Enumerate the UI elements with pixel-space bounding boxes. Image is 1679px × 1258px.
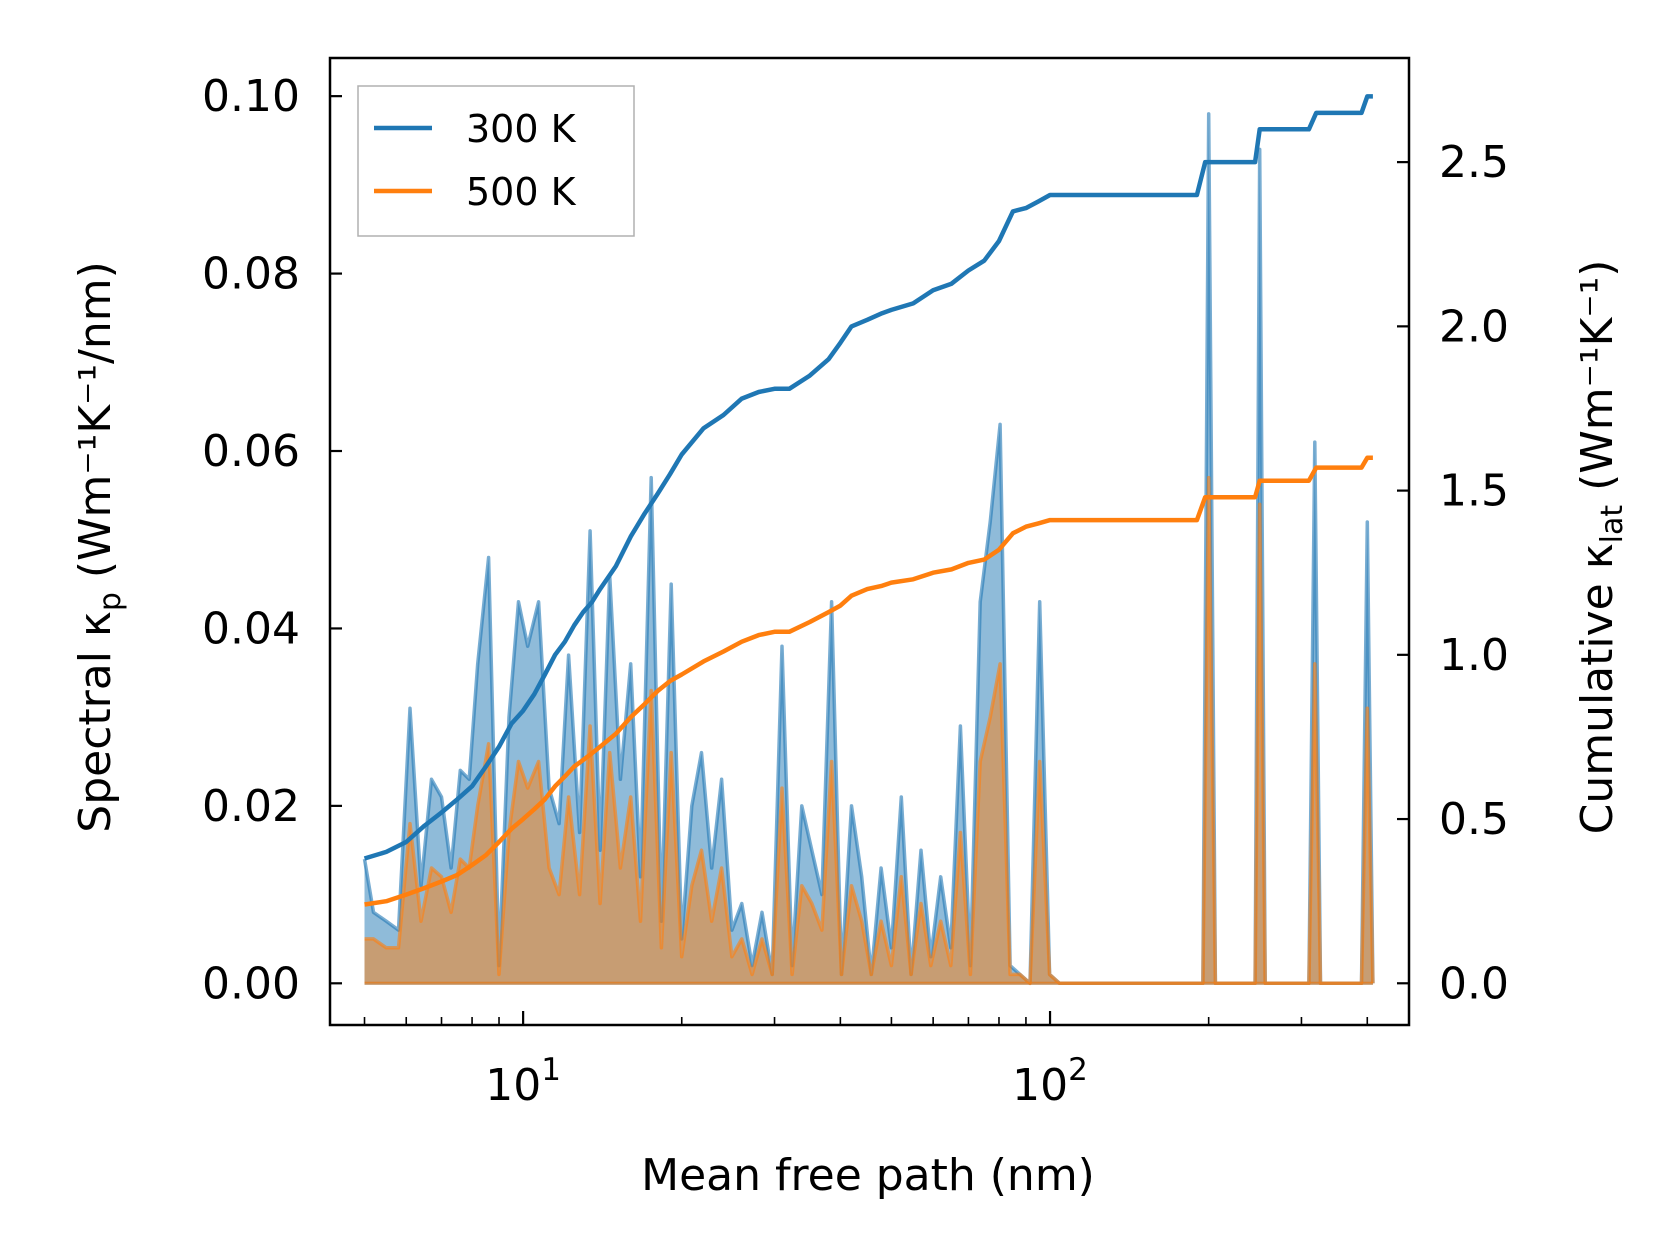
- legend-frame: [357, 85, 635, 237]
- x-tick-label: 101: [485, 1052, 561, 1111]
- y-tick-label-right: 2.5: [1439, 137, 1509, 188]
- plot-layer: [362, 94, 1375, 986]
- plot-frame: [328, 56, 1411, 1027]
- legend: 300 K 500 K: [357, 85, 635, 237]
- y-tick-label-left: 0.04: [202, 603, 300, 654]
- spectral-fill-300k: [364, 113, 1373, 984]
- y-tick-label-right: 0.0: [1439, 958, 1509, 1009]
- y-tick-label-right: 2.0: [1439, 301, 1509, 352]
- y-tick-label-left: 0.02: [202, 781, 300, 832]
- x-axis-label: Mean free path (nm): [641, 1150, 1095, 1201]
- cumulative-line-500k: [364, 455, 1373, 907]
- legend-label-500k: 500 K: [466, 170, 577, 214]
- legend-label-300k: 300 K: [466, 107, 577, 151]
- spectral-fill-500k: [364, 477, 1373, 984]
- y-tick-label-right: 1.5: [1439, 466, 1509, 517]
- y-tick-label-left: 0.00: [202, 958, 300, 1009]
- y-axis-label-left: Spectral κp (Wm⁻¹K⁻¹/nm): [70, 261, 128, 832]
- cumulative-line-300k: [363, 94, 1373, 861]
- y-tick-label-right: 1.0: [1439, 630, 1509, 681]
- axes-layer: 0.00 0.02 0.04 0.06 0.08 0.10 0.0 0.5 1.0 1.5 2.0 2…: [202, 56, 1509, 1111]
- y-tick-label-left: 0.08: [202, 249, 300, 300]
- x-tick-label: 102: [1012, 1052, 1088, 1111]
- y-axis-label-right: Cumulative κlat (Wm⁻¹K⁻¹): [1572, 260, 1630, 835]
- y-tick-label-left: 0.10: [202, 71, 300, 122]
- spectral-line-500k: [364, 475, 1375, 986]
- y-tick-label-right: 0.5: [1439, 794, 1509, 845]
- y-tick-label-left: 0.06: [202, 426, 300, 477]
